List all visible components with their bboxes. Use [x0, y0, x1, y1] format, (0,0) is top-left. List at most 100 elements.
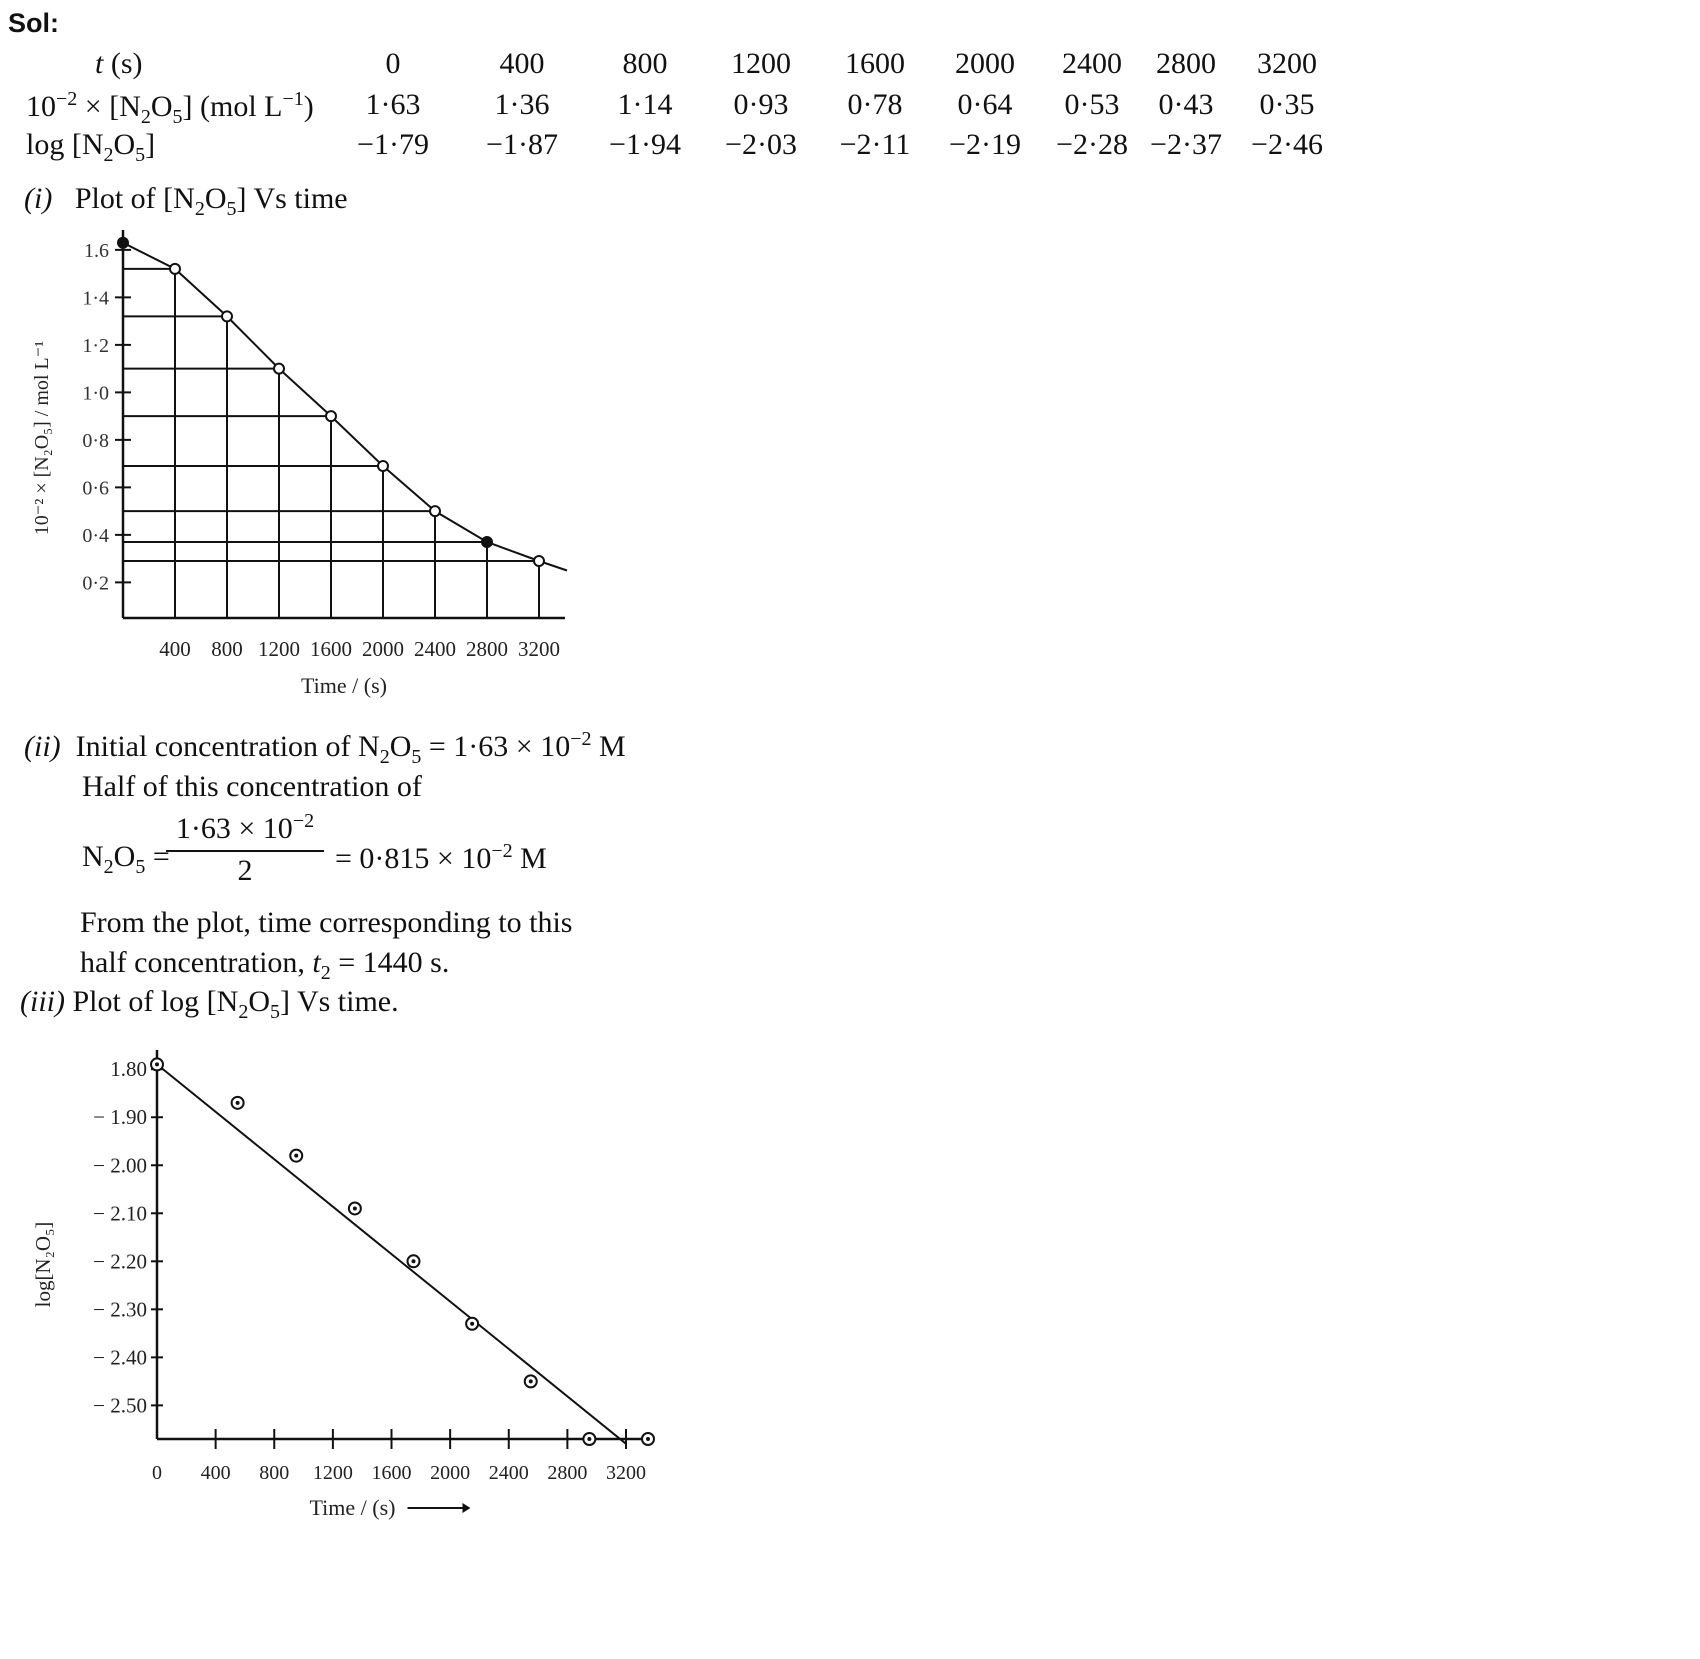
cell-time-5: 2000	[955, 47, 1015, 80]
data-point-center	[235, 1100, 240, 1105]
x-tick-label: 2000	[430, 1462, 470, 1484]
y-tick-label: − 2.20	[93, 1249, 147, 1273]
x-tick-label: 800	[259, 1462, 289, 1484]
row-label-conc: 10−2 × [N2O5] (mol L−1)	[26, 88, 314, 128]
cell-log-7: −2·37	[1150, 128, 1222, 161]
part2-line3: From the plot, time corresponding to thi…	[80, 906, 573, 939]
x-tick-label: 2400	[489, 1462, 529, 1484]
part1-num: (i)	[24, 182, 53, 215]
fraction-denominator: 2	[237, 854, 253, 887]
y-tick-label: − 2.10	[93, 1201, 147, 1225]
x-tick-label: 3200	[518, 637, 560, 661]
cell-log-2: −1·94	[609, 128, 681, 161]
x-tick-label: 2000	[362, 637, 404, 661]
data-point	[169, 262, 181, 275]
cell-conc-7: 0·43	[1158, 88, 1214, 121]
y-tick-label: − 2.40	[93, 1345, 147, 1369]
data-point-center	[587, 1437, 592, 1441]
part2-result: = 0·815 × 10−2 M	[335, 840, 547, 875]
y-tick-label: − 2.50	[93, 1393, 147, 1417]
half-fraction: 1·63 × 10−2 2	[166, 810, 324, 888]
y-tick-label: 0·6	[82, 477, 109, 499]
cell-time-8: 3200	[1257, 47, 1317, 80]
cell-log-0: −1·79	[357, 128, 429, 161]
log-concentration-vs-time-chart: 1.80 − 1.90 − 2.00 − 2.10 − 2.20 − 2.30 − 2.40…	[31, 1050, 655, 1520]
data-point	[533, 555, 545, 567]
cell-time-1: 400	[499, 47, 545, 80]
cell-time-0: 0	[385, 47, 401, 80]
part2-line4: half concentration, t2 = 1440 s.	[80, 946, 450, 984]
cell-conc-8: 0·35	[1259, 88, 1315, 121]
y-tick-label: − 1.90	[93, 1105, 147, 1129]
cell-time-7: 2800	[1156, 47, 1216, 80]
cell-time-3: 1200	[731, 47, 791, 80]
y-tick-label: 0·2	[82, 572, 109, 594]
x-tick-label: 2800	[547, 1462, 587, 1484]
data-point-center	[155, 1062, 159, 1067]
cell-conc-6: 0·53	[1064, 88, 1120, 121]
part3-heading: (iii) Plot of log [N2O5] Vs time.	[20, 985, 399, 1023]
y-tick-label: 1·2	[82, 335, 109, 357]
part2-line2: Half of this concentration of	[82, 770, 422, 803]
data-point	[221, 310, 233, 323]
x-tick-label: 2400	[414, 637, 456, 661]
cell-log-1: −1·87	[486, 128, 558, 161]
row-label-log: log [N2O5]	[26, 128, 156, 166]
cell-log-8: −2·46	[1251, 128, 1323, 161]
x-tick-label: 2800	[466, 637, 508, 661]
data-point	[117, 236, 129, 249]
cell-log-4: −2·11	[839, 128, 911, 161]
sol-label: Sol:	[8, 8, 59, 38]
row-label-t: t (s)	[95, 47, 143, 80]
part3-num: (iii)	[20, 985, 65, 1018]
y-tick-label: 1.80	[110, 1057, 147, 1081]
data-point-center	[646, 1437, 650, 1441]
data-point-center	[470, 1321, 475, 1326]
y-tick-label: − 2.00	[93, 1153, 147, 1177]
y-tick-label: − 2.30	[93, 1297, 147, 1321]
fit-line	[156, 1063, 627, 1445]
data-point-center	[352, 1206, 357, 1211]
decay-curve	[122, 241, 568, 572]
data-point	[325, 410, 337, 423]
x-tick-label: 400	[201, 1462, 231, 1484]
part2-line1: (ii) Initial concentration of N2O5 = 1·6…	[24, 728, 626, 768]
y-axis-title: log[N₂O₅]	[31, 1222, 55, 1308]
y-tick-label: 1·0	[82, 382, 109, 404]
data-point-center	[411, 1259, 416, 1264]
x-tick-label: 1200	[313, 1462, 353, 1484]
data-point	[273, 362, 285, 375]
cell-log-6: −2·28	[1056, 128, 1128, 161]
cell-time-2: 800	[622, 47, 668, 80]
cell-time-4: 1600	[845, 47, 905, 80]
x-axis-arrowhead	[462, 1503, 471, 1513]
data-point-center	[294, 1153, 299, 1158]
cell-conc-4: 0·78	[847, 88, 903, 121]
cell-time-6: 2400	[1062, 47, 1122, 80]
y-tick-label: 1·4	[82, 287, 109, 309]
fraction-numerator: 1·63 × 10−2	[166, 810, 324, 852]
x-tick-label: 0	[152, 1462, 162, 1484]
data-point	[377, 460, 389, 472]
y-tick-label: 0·8	[82, 430, 109, 452]
x-axis-title: Time / (s)	[310, 1495, 396, 1520]
x-tick-label: 800	[211, 637, 243, 661]
y-tick-label: 1.6	[84, 240, 109, 262]
x-axis-title: Time / (s)	[301, 673, 387, 698]
x-tick-label: 3200	[606, 1462, 646, 1484]
data-point	[429, 505, 441, 518]
x-tick-label: 1600	[310, 637, 352, 661]
x-tick-label: 1600	[372, 1462, 412, 1484]
cell-conc-0: 1·63	[365, 88, 421, 121]
y-tick-label: 0·4	[82, 525, 109, 547]
part2-lhs: N2O5 =	[82, 840, 170, 878]
concentration-vs-time-chart: 1.6 1·4 1·2 1·0 0·8 0·6 0·4 0·2 400 800 1200 1600 20…	[31, 230, 568, 698]
cell-conc-1: 1·36	[494, 88, 550, 121]
cell-conc-2: 1·14	[617, 88, 673, 121]
cell-log-3: −2·03	[725, 128, 797, 161]
cell-log-5: −2·19	[949, 128, 1021, 161]
cell-conc-5: 0·64	[957, 88, 1013, 121]
data-table: t (s) 10−2 × [N2O5] (mol L−1) log [N2O5]…	[0, 0, 1700, 190]
x-tick-label: 1200	[258, 637, 300, 661]
x-tick-label: 400	[159, 637, 191, 661]
